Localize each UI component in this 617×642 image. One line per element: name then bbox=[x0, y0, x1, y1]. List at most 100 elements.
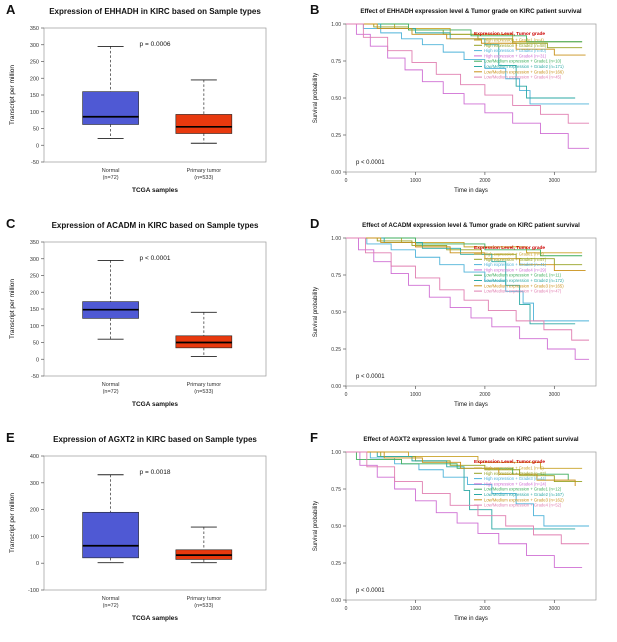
x-tick-label: 1000 bbox=[410, 606, 421, 612]
survival-curve bbox=[346, 237, 590, 360]
y-tick-label: 50 bbox=[33, 127, 39, 133]
x-tick-label: 1000 bbox=[410, 392, 421, 398]
legend-entry: High expression + Grade2 (n=62) bbox=[484, 471, 547, 476]
survival-curve bbox=[346, 23, 590, 149]
survival-curve bbox=[346, 451, 576, 487]
panel-a-boxplot-ehhadh: A Expression of EHHADH in KIRC based on … bbox=[2, 0, 302, 214]
y-tick-label: 1.00 bbox=[331, 450, 341, 456]
km-plot-ehhadh: Effect of EHHADH expression level & Tumo… bbox=[306, 0, 615, 214]
legend-entry: High expression + Grade4 (n=31) bbox=[484, 53, 547, 58]
survival-curve bbox=[346, 451, 583, 469]
survival-curve bbox=[346, 237, 590, 322]
legend-entry: High expression + Grade1 (n=2) bbox=[484, 466, 544, 471]
y-tick-label: 0.50 bbox=[331, 310, 341, 316]
legend-entry: High expression + Grade3 (n=41) bbox=[484, 262, 547, 267]
y-axis-label: Transcript per million bbox=[9, 493, 16, 553]
km-plot-agxt2: Effect of AGXT2 expression level & Tumor… bbox=[306, 428, 615, 642]
category-label: Primary tumor bbox=[187, 382, 222, 388]
y-axis-label: Survival probability bbox=[313, 73, 319, 123]
boxplot-acadm: Expression of ACADM in KIRC based on Sam… bbox=[2, 214, 302, 428]
y-tick-label: -100 bbox=[28, 588, 39, 594]
panel-letter-a: A bbox=[6, 2, 16, 17]
survival-curve bbox=[346, 451, 590, 527]
category-label: Normal bbox=[102, 382, 120, 388]
x-axis-label: TCGA samples bbox=[132, 401, 178, 408]
survival-curve bbox=[346, 237, 586, 272]
y-tick-label: 0.75 bbox=[331, 59, 341, 65]
y-tick-label: 100 bbox=[30, 534, 39, 540]
panel-f-km-agxt2: F Effect of AGXT2 expression level & Tum… bbox=[306, 428, 615, 642]
chart-title: Effect of EHHADH expression level & Tumo… bbox=[360, 8, 582, 15]
km-svg: Effect of EHHADH expression level & Tumo… bbox=[313, 8, 597, 194]
y-tick-label: 200 bbox=[30, 76, 39, 82]
y-tick-label: 150 bbox=[30, 93, 39, 99]
km-svg: Effect of ACADM expression level & Tumor… bbox=[313, 222, 597, 408]
panel-letter-b: B bbox=[310, 2, 320, 17]
x-tick-label: 3000 bbox=[549, 392, 560, 398]
survival-curve bbox=[346, 237, 583, 254]
category-n: (n=72) bbox=[103, 175, 119, 181]
x-tick-label: 2000 bbox=[479, 392, 490, 398]
survival-curve bbox=[346, 451, 590, 545]
legend-entry: Low/Medium expression + Grade3 (n=165) bbox=[484, 283, 564, 288]
legend-entry: Low/Medium expression + Grade1 (n=12) bbox=[484, 487, 562, 492]
y-tick-label: 0 bbox=[36, 143, 39, 149]
survival-curve bbox=[346, 451, 583, 568]
survival-curve bbox=[346, 23, 583, 43]
x-tick-label: 2000 bbox=[479, 178, 490, 184]
x-axis-label: Time in days bbox=[454, 188, 488, 194]
boxplot-agxt2: Expression of AGXT2 in KIRC based on Sam… bbox=[2, 428, 302, 642]
plot-border bbox=[43, 27, 267, 163]
y-tick-label: 50 bbox=[33, 341, 39, 347]
legend-entry: Low/Medium expression + Grade4 (n=45) bbox=[484, 75, 562, 80]
y-tick-label: 350 bbox=[30, 26, 39, 32]
x-axis-label: Time in days bbox=[454, 402, 488, 408]
survival-curve bbox=[346, 237, 583, 257]
legend-entry: Low/Medium expression + Grade2 (n=167) bbox=[484, 492, 564, 497]
survival-curve bbox=[346, 23, 590, 105]
legend-entry: High expression + Grade1 (n=3) bbox=[484, 252, 544, 257]
y-tick-label: 400 bbox=[30, 454, 39, 460]
survival-curve bbox=[346, 23, 590, 124]
legend-entry: High expression + Grade3 (n=44) bbox=[484, 476, 547, 481]
x-tick-label: 3000 bbox=[549, 178, 560, 184]
y-tick-label: 0.50 bbox=[331, 524, 341, 530]
boxplot-ehhadh: Expression of EHHADH in KIRC based on Sa… bbox=[2, 0, 302, 214]
legend-entry: High expression + Grade2 (n=58) bbox=[484, 43, 547, 48]
y-tick-label: 250 bbox=[30, 274, 39, 280]
y-tick-label: 0 bbox=[36, 561, 39, 567]
survival-curve bbox=[346, 23, 583, 49]
category-n: (n=533) bbox=[194, 389, 213, 395]
box-normal bbox=[82, 91, 139, 125]
box-normal bbox=[82, 511, 139, 559]
chart-title: Expression of EHHADH in KIRC based on Sa… bbox=[49, 7, 261, 16]
p-value: p < 0.0001 bbox=[140, 255, 171, 262]
category-n: (n=72) bbox=[103, 603, 119, 609]
category-label: Normal bbox=[102, 168, 120, 174]
y-axis-label: Transcript per million bbox=[9, 65, 16, 125]
y-axis-label: Survival probability bbox=[313, 501, 319, 551]
legend-entry: High expression + Grade2 (n=57) bbox=[484, 257, 547, 262]
category-label: Primary tumor bbox=[187, 596, 222, 602]
panel-letter-c: C bbox=[6, 216, 16, 231]
y-tick-label: 0.25 bbox=[331, 133, 341, 139]
legend-title: Expression Level, Tumor grade bbox=[474, 459, 545, 465]
panel-d-km-acadm: D Effect of ACADM expression level & Tum… bbox=[306, 214, 615, 428]
x-tick-label: 1000 bbox=[410, 178, 421, 184]
y-tick-label: 1.00 bbox=[331, 236, 341, 242]
legend-entry: Low/Medium expression + Grade1 (n=11) bbox=[484, 273, 562, 278]
y-tick-label: 0.00 bbox=[331, 384, 341, 390]
boxplot-svg: Expression of EHHADH in KIRC based on Sa… bbox=[9, 7, 267, 194]
y-tick-label: 100 bbox=[30, 324, 39, 330]
plot-border bbox=[43, 455, 267, 591]
boxplot-svg: Expression of AGXT2 in KIRC based on Sam… bbox=[9, 435, 267, 622]
y-tick-label: 0.00 bbox=[331, 598, 341, 604]
y-tick-label: 0.50 bbox=[331, 96, 341, 102]
y-tick-label: 150 bbox=[30, 307, 39, 313]
survival-curve bbox=[346, 451, 576, 530]
x-tick-label: 0 bbox=[345, 178, 348, 184]
p-value: p = 0.0018 bbox=[140, 469, 171, 476]
y-tick-label: 0.00 bbox=[331, 170, 341, 176]
y-tick-label: 1.00 bbox=[331, 22, 341, 28]
